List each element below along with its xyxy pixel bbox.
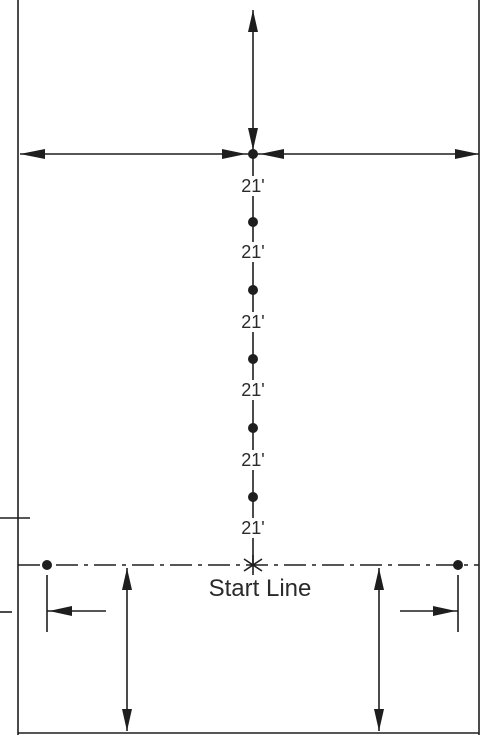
cone-marker-top bbox=[248, 149, 258, 159]
spacing-label: 21' bbox=[241, 176, 264, 196]
right-inward-arrowhead bbox=[433, 606, 456, 616]
lower-left-arrowhead-down bbox=[122, 709, 132, 731]
start-star-icon bbox=[243, 555, 263, 575]
start-line-left-marker bbox=[42, 560, 52, 570]
right-horizontal-arrowhead bbox=[455, 149, 479, 159]
spacing-label: 21' bbox=[241, 450, 264, 470]
left-inward-arrowhead bbox=[49, 606, 72, 616]
start-line-label: Start Line bbox=[209, 575, 312, 602]
cone-marker bbox=[248, 217, 258, 227]
start-line-right-marker bbox=[453, 560, 463, 570]
lower-right-arrowhead-down bbox=[374, 709, 384, 731]
spacing-label: 21' bbox=[241, 242, 264, 262]
center-arrowhead-left bbox=[222, 149, 246, 159]
left-horizontal-arrowhead bbox=[20, 149, 45, 159]
lower-left-arrowhead-up bbox=[122, 568, 132, 590]
spacing-label-backgrounds bbox=[236, 176, 270, 538]
cone-marker bbox=[248, 285, 258, 295]
spacing-label: 21' bbox=[241, 380, 264, 400]
top-vertical-arrowhead-down bbox=[248, 128, 258, 150]
cone-marker bbox=[248, 492, 258, 502]
center-arrowhead-right bbox=[260, 149, 284, 159]
cone-marker bbox=[248, 423, 258, 433]
top-vertical-arrowhead-up bbox=[248, 10, 258, 32]
cone-marker bbox=[248, 354, 258, 364]
lower-right-arrowhead-up bbox=[374, 568, 384, 590]
spacing-label: 21' bbox=[241, 518, 264, 538]
spacing-label: 21' bbox=[241, 312, 264, 332]
